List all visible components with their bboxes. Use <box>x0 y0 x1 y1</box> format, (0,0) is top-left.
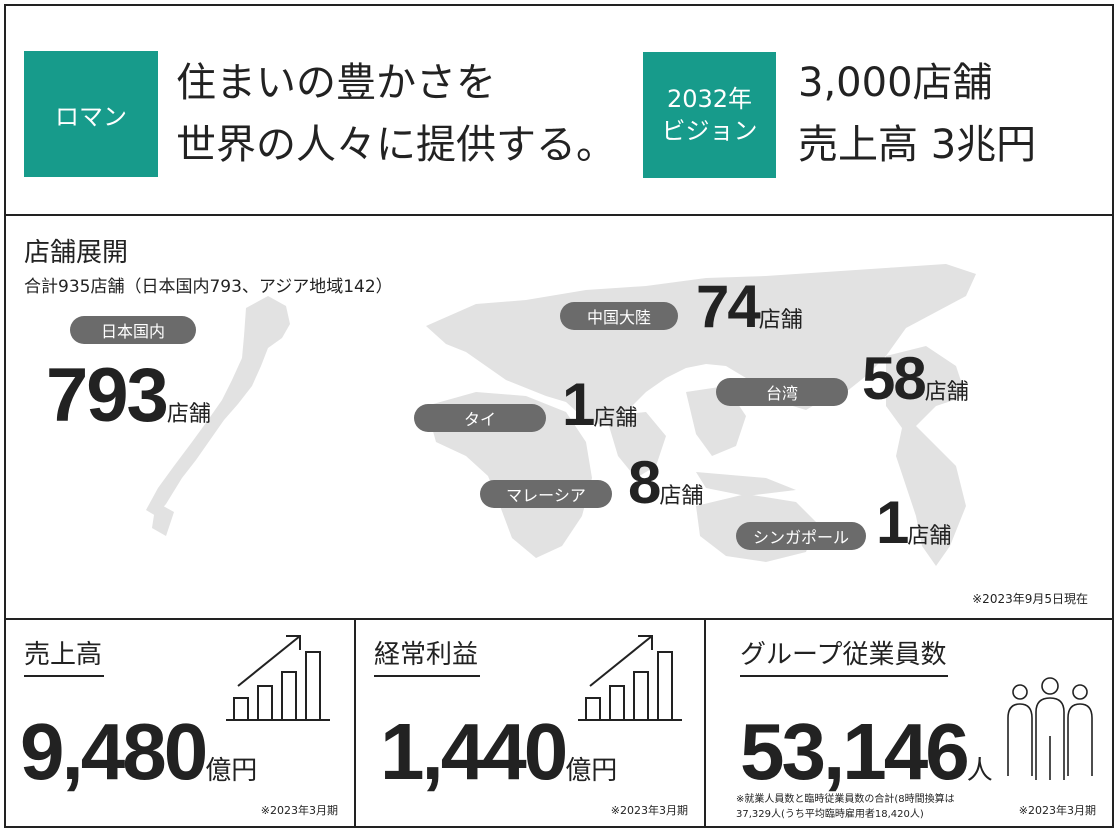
vision-statement: 3,000店舗 売上高 3兆円 <box>798 52 1036 176</box>
store-total-subtitle: 合計935店舗（日本国内793、アジア地域142） <box>24 277 393 297</box>
profit-unit: 億円 <box>565 756 618 786</box>
profit-title: 経常利益 <box>374 634 481 677</box>
region-unit-singapore: 店舗 <box>907 524 952 549</box>
profit-kpi-card: 経常利益 1,440億円 ※2023年3月期 <box>354 618 706 828</box>
profit-number: 1,440 <box>380 707 568 796</box>
region-pill-japan: 日本国内 <box>70 316 196 344</box>
vision-line-2: 売上高 3兆円 <box>798 122 1037 168</box>
region-stat-japan: 793店舗 <box>46 352 211 439</box>
sales-kpi-card: 売上高 9,480億円 ※2023年3月期 <box>4 618 356 828</box>
sales-number: 9,480 <box>20 707 208 796</box>
region-stat-china: 74店舗 <box>696 272 803 341</box>
bar-chart-growth-icon <box>578 635 682 721</box>
employees-unit: 人 <box>966 756 993 786</box>
region-stat-singapore: 1店舗 <box>876 488 951 557</box>
sales-title: 売上高 <box>24 634 105 677</box>
region-stat-thailand: 1店舗 <box>562 370 637 439</box>
region-pill-china: 中国大陸 <box>560 302 678 330</box>
profit-period-note: ※2023年3月期 <box>610 804 688 817</box>
store-network-section: 店舗展開 合計935店舗（日本国内793、アジア地域142） 日本国内 793店… <box>4 214 1114 620</box>
vision-label-box: 2032年 ビジョン <box>643 52 776 178</box>
roman-line-1: 住まいの豊かさを <box>176 60 496 106</box>
employees-footnote: ※就業人員数と臨時従業員数の合計(8時間換算は37,329人(うち平均臨時雇用者… <box>736 794 955 820</box>
roman-label-box: ロマン <box>24 51 158 177</box>
region-unit-malaysia: 店舗 <box>659 484 704 509</box>
region-unit-taiwan: 店舗 <box>924 380 969 405</box>
region-pill-singapore: シンガポール <box>736 522 866 550</box>
vision-line-1: 3,000店舗 <box>798 60 993 106</box>
region-label-malaysia: マレーシア <box>506 486 586 505</box>
region-count-malaysia: 8 <box>628 449 661 516</box>
americas-shape <box>886 346 966 566</box>
roman-label: ロマン <box>55 102 127 131</box>
region-label-china: 中国大陸 <box>586 308 651 327</box>
employees-title: グループ従業員数 <box>740 634 949 677</box>
roman-line-2: 世界の人々に提供する。 <box>176 122 616 168</box>
store-data-date-note: ※2023年9月5日現在 <box>972 592 1088 606</box>
region-count-china: 74 <box>696 273 761 340</box>
japan-shape <box>146 296 290 516</box>
region-unit-china: 店舗 <box>758 308 803 333</box>
region-pill-thailand: タイ <box>414 404 546 432</box>
employees-number: 53,146 <box>740 707 970 796</box>
africa-shape <box>426 392 592 558</box>
region-count-singapore: 1 <box>876 489 909 556</box>
employees-value: 53,146人 <box>740 706 993 798</box>
vision-label-line-1: 2032年 <box>666 84 753 113</box>
bar-chart-growth-icon <box>226 635 330 721</box>
store-network-title: 店舗展開 <box>24 238 129 268</box>
roman-statement: 住まいの豊かさを 世界の人々に提供する。 <box>176 52 616 176</box>
region-stat-taiwan: 58店舗 <box>862 344 969 413</box>
region-pill-taiwan: 台湾 <box>716 378 848 406</box>
people-group-icon <box>1007 677 1093 780</box>
region-count-thailand: 1 <box>562 371 595 438</box>
region-count-taiwan: 58 <box>862 345 927 412</box>
vision-label-line-2: ビジョン <box>661 117 758 145</box>
sales-period-note: ※2023年3月期 <box>260 804 338 817</box>
region-pill-malaysia: マレーシア <box>480 480 612 508</box>
employees-kpi-card: グループ従業員数 53,146人 ※就業人員数と臨時従業員数の合計(8時間換算は… <box>704 618 1114 828</box>
region-label-thailand: タイ <box>463 410 496 429</box>
region-count-japan: 793 <box>46 353 169 438</box>
region-unit-thailand: 店舗 <box>593 406 638 431</box>
mission-banner: ロマン 住まいの豊かさを 世界の人々に提供する。 2032年 ビジョン 3,00… <box>4 4 1114 216</box>
region-label-singapore: シンガポール <box>752 528 849 547</box>
employees-period-note: ※2023年3月期 <box>1018 804 1096 817</box>
region-unit-japan: 店舗 <box>166 402 211 427</box>
region-stat-malaysia: 8店舗 <box>628 448 703 517</box>
region-label-japan: 日本国内 <box>100 322 165 341</box>
sales-unit: 億円 <box>205 756 258 786</box>
sales-value: 9,480億円 <box>20 706 257 798</box>
region-label-taiwan: 台湾 <box>765 384 798 403</box>
profit-value: 1,440億円 <box>380 706 617 798</box>
